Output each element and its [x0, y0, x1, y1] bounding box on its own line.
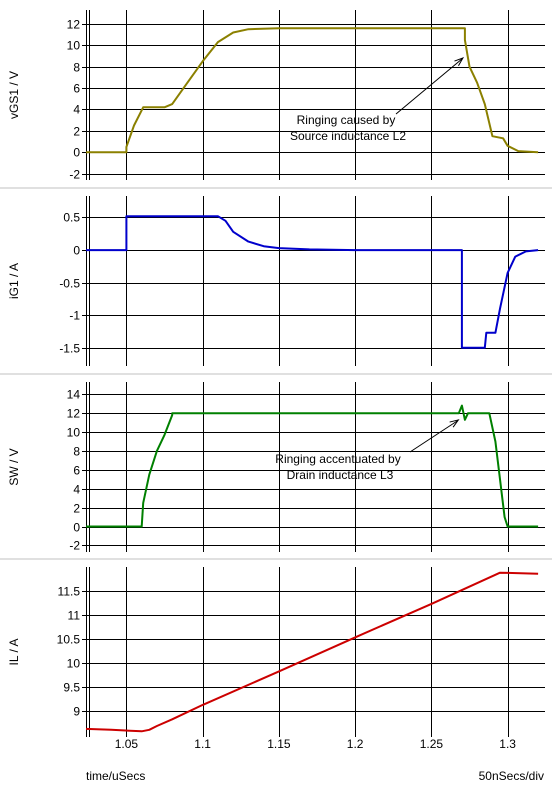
- y-tick-label: -1: [69, 309, 80, 323]
- x-tick-label: 1.1: [194, 737, 211, 751]
- annotation-text: Ringing caused by: [297, 113, 396, 127]
- y-tick-label: 10: [67, 657, 81, 671]
- y-tick-label: -1.5: [59, 342, 80, 356]
- annotation-arrow: [395, 58, 463, 115]
- x-tick-label: 1.25: [420, 737, 444, 751]
- y-axis-label: IL / A: [7, 639, 21, 666]
- y-tick-label: 0: [73, 146, 80, 160]
- y-axis-label: vGS1 / V: [7, 71, 21, 119]
- y-tick-label: 9: [73, 705, 80, 719]
- y-tick-label: 0: [73, 244, 80, 258]
- y-tick-label: 4: [73, 483, 80, 497]
- y-tick-label: 12: [67, 407, 81, 421]
- x-tick-labels: 1.05 1.1 1.15 1.2 1.25 1.3: [115, 737, 517, 751]
- annotation-arrowhead: [454, 57, 465, 67]
- y-tick-label: 10: [67, 39, 81, 53]
- y-tick-label: -0.5: [59, 277, 80, 291]
- annotation-text: Drain inductance L3: [287, 468, 394, 482]
- y-tick-label: 0.5: [63, 211, 80, 225]
- panel-3: -2 0 2 4 6 8 10 12 14 SW / V Ringing accentuated b…: [0, 373, 552, 553]
- x-tick-label: 1.05: [115, 737, 139, 751]
- y-tick-label: 2: [73, 125, 80, 139]
- y-tick-label: 8: [73, 61, 80, 75]
- series-line: [86, 27, 539, 154]
- annotation-text: Source inductance L2: [290, 129, 406, 143]
- y-axis-label: SW / V: [7, 448, 21, 485]
- y-axis-label: iG1 / A: [7, 263, 21, 299]
- annotation-text: Ringing accentuated by: [275, 452, 400, 466]
- y-tick-label: 10: [67, 426, 81, 440]
- y-tick-label: 6: [73, 464, 80, 478]
- annotation-arrowhead: [449, 419, 460, 428]
- panel-1: -2 0 2 4 6 8 10 12 vGS1 / V Ringing caused by Sour…: [7, 10, 545, 182]
- y-tick-label: -2: [69, 168, 80, 182]
- panel-4: 9 9.5 10 10.5 11 11.5 IL / A: [0, 558, 552, 737]
- x-axis-label: time/uSecs: [86, 769, 145, 783]
- x-scale-label: 50nSecs/div: [479, 769, 544, 783]
- y-tick-label: -2: [69, 539, 80, 553]
- panel-2: -1.5 -1 -0.5 0 0.5 iG1 / A: [0, 187, 552, 366]
- series-line: [86, 404, 539, 528]
- x-tick-label: 1.2: [347, 737, 364, 751]
- annotation-arrow: [409, 420, 458, 453]
- y-tick-label: 11: [68, 609, 81, 623]
- series-line: [85, 571, 539, 733]
- y-tick-label: 6: [73, 82, 80, 96]
- y-tick-label: 2: [73, 502, 80, 516]
- y-tick-label: 9.5: [63, 681, 80, 695]
- x-tick-label: 1.3: [499, 737, 516, 751]
- y-tick-label: 14: [67, 388, 81, 402]
- y-tick-label: 8: [73, 445, 80, 459]
- y-tick-label: 4: [73, 103, 80, 117]
- y-tick-label: 12: [67, 18, 81, 32]
- chart-panels: -2 0 2 4 6 8 10 12 vGS1 / V Ringing caused by Sour…: [0, 10, 552, 751]
- y-tick-label: 10.5: [57, 633, 81, 647]
- series-line: [86, 215, 539, 349]
- y-tick-label: 11.5: [58, 585, 81, 599]
- y-tick-label: 0: [73, 521, 80, 535]
- x-tick-label: 1.15: [267, 737, 291, 751]
